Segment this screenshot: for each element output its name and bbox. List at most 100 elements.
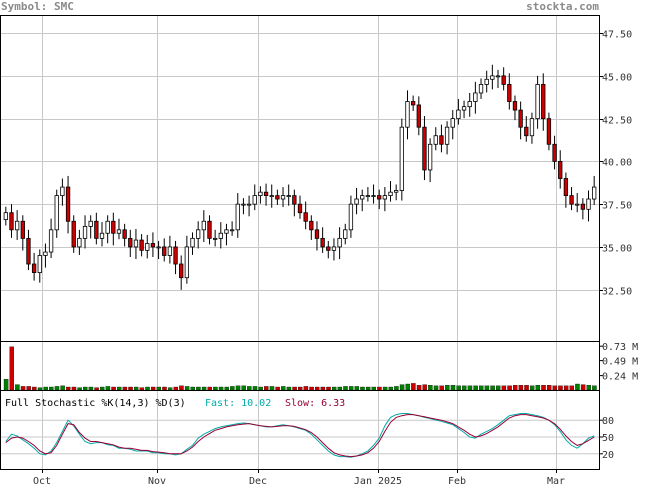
- candle-body: [150, 243, 156, 248]
- candle-body: [128, 237, 133, 248]
- candle-body: [258, 191, 263, 197]
- candle-body: [111, 220, 116, 234]
- volume-bar: [377, 386, 382, 391]
- price-tick-label-3: 40.00: [602, 158, 632, 169]
- month-label-5: Mar: [547, 476, 565, 486]
- candle-body: [269, 195, 274, 198]
- volume-bar: [26, 386, 31, 391]
- candle-body: [394, 190, 399, 193]
- volume-bar: [467, 385, 473, 391]
- candle-body: [241, 203, 246, 206]
- candle-body: [139, 239, 144, 251]
- candle-body: [456, 109, 461, 120]
- candle-body: [478, 84, 484, 94]
- volume-bar: [309, 386, 314, 391]
- price-tick-label-4: 37.50: [602, 201, 632, 212]
- volume-bar: [563, 385, 569, 391]
- candle-body: [371, 195, 376, 198]
- volume-bar: [399, 384, 405, 391]
- candle-body: [427, 143, 433, 171]
- candle-body: [88, 220, 93, 227]
- volume-bar: [139, 387, 145, 391]
- volume-bar: [207, 386, 212, 391]
- candle-body: [507, 84, 512, 102]
- volume-bar: [450, 385, 456, 391]
- month-label-4: Feb: [448, 476, 466, 486]
- candle-body: [552, 143, 557, 162]
- volume-bar: [88, 386, 94, 391]
- volume-bar: [269, 386, 275, 391]
- volume-bar: [264, 386, 269, 391]
- volume-bar: [167, 387, 173, 391]
- volume-bar: [100, 386, 105, 391]
- candle-body: [60, 186, 65, 197]
- candle-body: [382, 195, 388, 200]
- candle-body: [156, 246, 161, 249]
- volume-bar: [213, 386, 218, 391]
- volume-bar: [479, 385, 484, 391]
- candle-body: [348, 203, 354, 231]
- volume-bar: [428, 385, 433, 391]
- volume-bar: [258, 386, 263, 391]
- candle-body: [416, 104, 421, 128]
- price-tick-label-1: 45.00: [602, 73, 632, 84]
- candle-body: [524, 126, 529, 137]
- volume-bar: [83, 386, 88, 391]
- volume-bar: [179, 385, 184, 391]
- candle-body: [569, 195, 574, 205]
- stoch-tick-label-1: 50: [602, 433, 614, 444]
- candle-body: [592, 186, 597, 200]
- volume-bar: [439, 385, 444, 391]
- candle-body: [450, 118, 455, 128]
- volume-bar: [9, 346, 14, 391]
- x-axis-labels: Oct Nov Dec Jan 2025 Feb Mar: [33, 476, 565, 486]
- volume-bar: [54, 386, 60, 391]
- candle-body: [229, 229, 235, 232]
- candle-body: [535, 84, 540, 120]
- volume-bar: [20, 386, 26, 391]
- volume-bar: [416, 385, 422, 391]
- volume-bar: [298, 386, 303, 391]
- volume-bar: [512, 385, 518, 391]
- candle-body: [331, 246, 337, 251]
- candle-body: [444, 126, 450, 145]
- candle-body: [9, 212, 14, 231]
- candle-body: [320, 237, 325, 248]
- candle-body: [292, 195, 297, 205]
- stoch-tick-label-0: 80: [602, 416, 614, 427]
- volume-bar: [201, 386, 207, 391]
- volume-bar: [3, 379, 9, 391]
- stochastic-title: Full Stochastic %K(14,3) %D(3): [5, 398, 186, 409]
- candle-body: [326, 246, 331, 251]
- volume-bar: [247, 386, 252, 391]
- price-panel: [0, 15, 600, 342]
- volume-bar: [235, 385, 241, 391]
- volume-bar: [518, 385, 524, 391]
- volume-bar: [241, 385, 246, 391]
- candle-body: [26, 237, 31, 265]
- volume-bar: [411, 383, 416, 391]
- candle-body: [77, 237, 82, 248]
- candle-body: [518, 109, 523, 128]
- volume-bar: [252, 386, 258, 391]
- candle-body: [314, 229, 320, 239]
- candle-body: [309, 220, 314, 231]
- candle-body: [20, 220, 25, 239]
- candle-body: [377, 195, 382, 200]
- candle-body: [422, 126, 427, 171]
- volume-bar: [230, 386, 235, 391]
- candle-body: [410, 101, 416, 106]
- candle-body: [122, 229, 127, 239]
- candle-body: [116, 229, 122, 234]
- volume-bar: [218, 386, 224, 391]
- volume-bar: [348, 386, 354, 391]
- candle-body: [167, 246, 173, 256]
- volume-tick-label-1: 0.49 M: [602, 357, 638, 368]
- candle-body: [439, 135, 444, 145]
- candle-body: [218, 232, 223, 239]
- volume-bar: [405, 383, 410, 391]
- volume-tick-label-0: 0.73 M: [602, 342, 638, 353]
- candle-body: [179, 263, 184, 279]
- volume-bar: [360, 386, 365, 391]
- volume-panel: [0, 341, 600, 391]
